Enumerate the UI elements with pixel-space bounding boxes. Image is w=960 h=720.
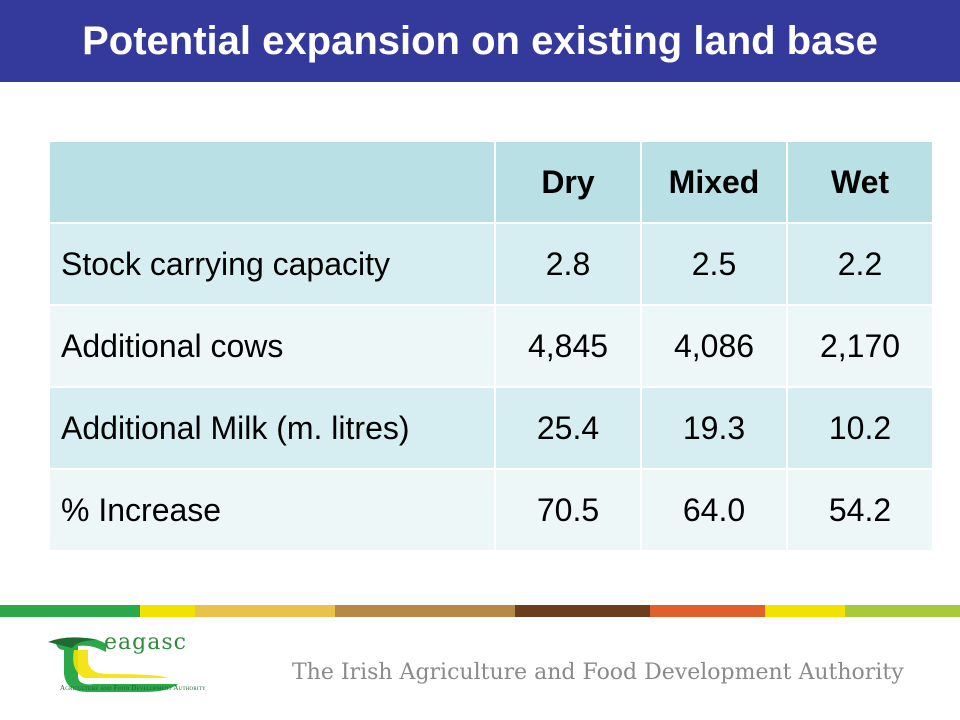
cell-dry: 2.8: [494, 222, 642, 306]
cell-mixed: 2.5: [640, 222, 788, 306]
table-header-row: Dry Mixed Wet: [48, 140, 934, 224]
table-row: % Increase 70.5 64.0 54.2: [48, 468, 934, 552]
data-table: Dry Mixed Wet Stock carrying capacity 2.…: [48, 140, 934, 552]
cell-mixed: 19.3: [640, 386, 788, 470]
row-label: Additional cows: [48, 304, 496, 388]
cell-mixed: 4,086: [640, 304, 788, 388]
cell-wet: 2.2: [786, 222, 934, 306]
cell-mixed: 64.0: [640, 468, 788, 552]
table-row: Additional Milk (m. litres) 25.4 19.3 10…: [48, 386, 934, 470]
header-cell-empty: [48, 140, 496, 224]
header-cell-dry: Dry: [494, 140, 642, 224]
title-bar: [0, 0, 960, 82]
row-label: % Increase: [48, 468, 496, 552]
cell-dry: 4,845: [494, 304, 642, 388]
logo-wordmark: eagasc: [104, 630, 187, 655]
cell-wet: 2,170: [786, 304, 934, 388]
cell-wet: 54.2: [786, 468, 934, 552]
teagasc-logo-icon: [48, 637, 178, 692]
cell-dry: 25.4: [494, 386, 642, 470]
color-stripe: [0, 605, 960, 617]
header-cell-mixed: Mixed: [640, 140, 788, 224]
table-row: Additional cows 4,845 4,086 2,170: [48, 304, 934, 388]
cell-dry: 70.5: [494, 468, 642, 552]
table-row: Stock carrying capacity 2.8 2.5 2.2: [48, 222, 934, 306]
row-label: Stock carrying capacity: [48, 222, 496, 306]
cell-wet: 10.2: [786, 386, 934, 470]
logo-tagline: Agriculture and Food Development Authori…: [60, 684, 206, 692]
header-cell-wet: Wet: [786, 140, 934, 224]
slide-title: Potential expansion on existing land bas…: [82, 19, 878, 63]
row-label: Additional Milk (m. litres): [48, 386, 496, 470]
footer-org-line: The Irish Agriculture and Food Developme…: [292, 660, 904, 685]
